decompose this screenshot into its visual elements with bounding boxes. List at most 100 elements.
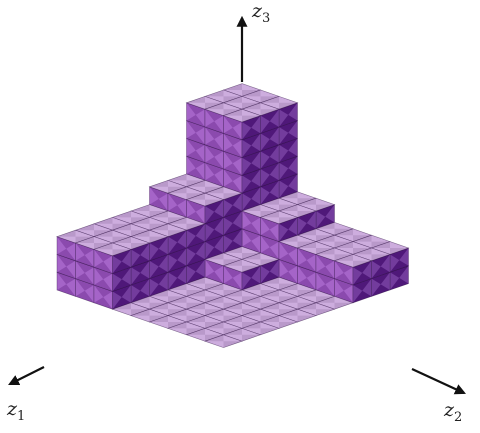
voxel-facet bbox=[149, 243, 159, 261]
voxel-facet bbox=[242, 204, 261, 211]
voxel-facet bbox=[214, 115, 224, 134]
voxel-face-z2 bbox=[371, 271, 391, 297]
voxel-facet bbox=[371, 254, 390, 267]
voxel-facet bbox=[177, 230, 187, 248]
voxel-facet bbox=[353, 272, 372, 285]
voxel-facet bbox=[75, 260, 85, 279]
voxel-facet bbox=[316, 222, 335, 229]
voxel-facet bbox=[186, 211, 205, 224]
voxel-facet bbox=[269, 127, 279, 145]
voxel-facet bbox=[223, 240, 242, 253]
voxel-facet bbox=[260, 259, 279, 272]
voxel-facet bbox=[223, 169, 242, 182]
voxel-facet bbox=[205, 156, 224, 169]
voxel-facet bbox=[140, 278, 150, 297]
voxel-face-z1 bbox=[297, 265, 317, 291]
voxel-facet bbox=[205, 139, 224, 152]
voxel-face-z2 bbox=[260, 108, 280, 134]
voxel-facet bbox=[94, 249, 113, 262]
voxel-facet bbox=[242, 240, 261, 253]
voxel-facet bbox=[94, 285, 113, 298]
voxel-facet bbox=[242, 139, 252, 158]
voxel-facet bbox=[205, 211, 224, 224]
voxel-facet bbox=[112, 297, 131, 310]
voxel-facet bbox=[195, 109, 205, 127]
voxel-facet bbox=[186, 120, 196, 139]
voxel-facet bbox=[149, 260, 159, 279]
voxel-facet bbox=[94, 267, 113, 280]
voxel-facet bbox=[399, 248, 409, 266]
voxel-facet bbox=[279, 302, 298, 310]
voxel-facet bbox=[316, 204, 335, 217]
voxel-facet bbox=[94, 243, 113, 250]
voxel-facet bbox=[297, 211, 316, 218]
voxel-facet bbox=[223, 277, 242, 290]
voxel-facet bbox=[205, 96, 224, 103]
voxel-facet bbox=[57, 236, 67, 255]
voxel-facet bbox=[168, 260, 187, 273]
voxel-face-z2 bbox=[352, 260, 372, 286]
voxel-facet bbox=[260, 162, 279, 175]
voxel-face-z2 bbox=[186, 258, 206, 285]
voxel-facet bbox=[288, 265, 298, 284]
voxel-facet bbox=[316, 241, 335, 248]
voxel-facet bbox=[131, 290, 150, 303]
voxel-facet bbox=[297, 265, 307, 284]
voxel-facet bbox=[186, 102, 196, 121]
voxel-facet bbox=[371, 272, 390, 285]
voxel-facet bbox=[131, 302, 150, 310]
voxel-facet bbox=[205, 290, 224, 297]
voxel-facet bbox=[223, 205, 242, 218]
voxel-facet bbox=[131, 255, 150, 268]
voxel-face-z1 bbox=[278, 241, 298, 267]
voxel-facet bbox=[149, 266, 168, 279]
voxel-facet bbox=[131, 243, 150, 250]
voxel-facet bbox=[279, 204, 298, 211]
voxel-facet bbox=[279, 296, 298, 303]
voxel-facet bbox=[112, 285, 131, 298]
voxel-facet bbox=[279, 223, 289, 242]
voxel-facet bbox=[214, 265, 224, 284]
voxel-facet bbox=[260, 169, 270, 187]
voxel-facet bbox=[223, 102, 242, 110]
voxel-facet bbox=[223, 181, 242, 194]
voxel-facet bbox=[316, 290, 335, 297]
voxel-facet bbox=[232, 211, 242, 229]
voxel-facet bbox=[316, 254, 335, 261]
voxel-facet bbox=[75, 223, 94, 231]
voxel-facet bbox=[269, 223, 279, 242]
voxel-facet bbox=[260, 211, 279, 218]
voxel-facet bbox=[353, 267, 363, 285]
voxel-facet bbox=[94, 285, 104, 303]
voxel-facet bbox=[75, 243, 94, 256]
voxel-facet bbox=[279, 198, 298, 205]
voxel-facet bbox=[251, 169, 261, 187]
voxel-facet bbox=[205, 334, 224, 342]
voxel-facet bbox=[186, 271, 205, 284]
voxel-facet bbox=[223, 193, 242, 206]
voxel-facet bbox=[158, 272, 168, 290]
voxel-facet bbox=[288, 174, 298, 192]
voxel-facet bbox=[288, 217, 298, 236]
voxel-facet bbox=[297, 302, 316, 310]
voxel-facet bbox=[316, 272, 335, 285]
voxel-facet bbox=[186, 235, 205, 248]
voxel-facet bbox=[242, 283, 261, 290]
voxel-facet bbox=[186, 248, 196, 266]
voxel-facet bbox=[316, 204, 335, 211]
voxel-facet bbox=[260, 133, 270, 152]
voxel-facet bbox=[297, 228, 316, 236]
voxel-facet bbox=[205, 259, 215, 278]
voxel-facet bbox=[279, 309, 298, 316]
voxel-facet bbox=[279, 271, 298, 284]
voxel-face-z2 bbox=[260, 179, 280, 206]
voxel-facet bbox=[279, 162, 289, 181]
voxel-facet bbox=[168, 290, 187, 297]
voxel-facet bbox=[242, 198, 261, 211]
voxel-facet bbox=[297, 283, 316, 290]
voxel-facet bbox=[131, 236, 150, 243]
voxel-facet bbox=[57, 248, 76, 261]
voxel-facet bbox=[242, 265, 261, 278]
voxel-facet bbox=[103, 255, 113, 274]
voxel-facet bbox=[297, 204, 316, 211]
